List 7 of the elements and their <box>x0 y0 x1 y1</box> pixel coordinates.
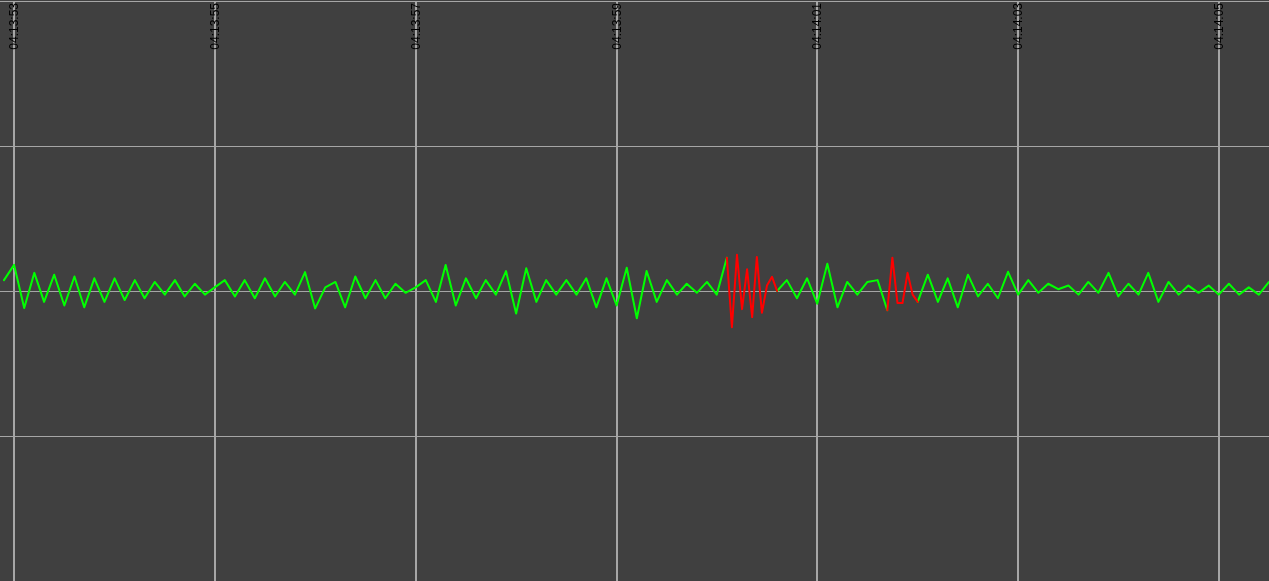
x-tick-label: 04:13:59 <box>609 2 624 50</box>
x-tick-label: 04:13:57 <box>408 2 423 50</box>
x-tick-label: 04:14:01 <box>810 2 825 50</box>
x-tick-label: 04:13:55 <box>207 2 222 50</box>
x-tick-label: 04:14:03 <box>1011 2 1026 50</box>
x-tick-label: 04:13:53 <box>7 2 22 50</box>
x-tick-label: 04:14:05 <box>1211 2 1226 50</box>
